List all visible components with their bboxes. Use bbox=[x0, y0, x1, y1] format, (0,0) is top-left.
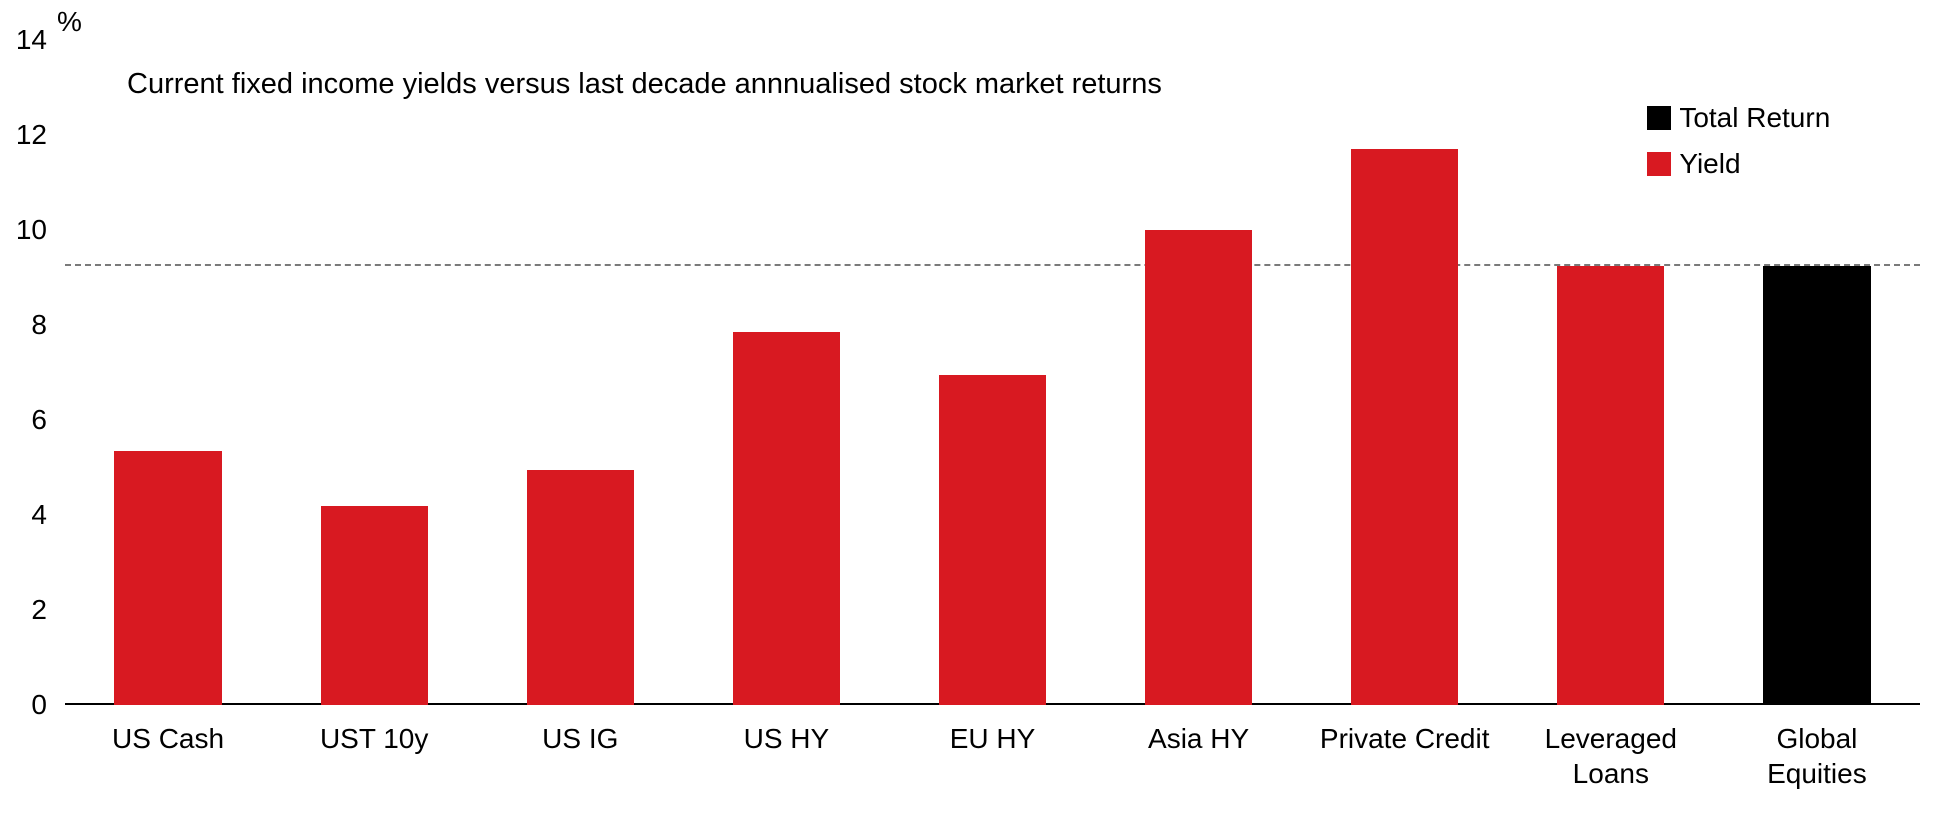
yield-vs-return-chart: % Current fixed income yields versus las… bbox=[0, 0, 1937, 822]
bars-container bbox=[65, 40, 1920, 705]
category-label: Asia HY bbox=[1096, 721, 1302, 756]
legend-swatch bbox=[1647, 152, 1671, 176]
bar bbox=[1763, 266, 1870, 705]
bar bbox=[939, 375, 1046, 705]
y-tick-label: 2 bbox=[31, 594, 47, 626]
bar bbox=[1557, 266, 1664, 705]
bar bbox=[1145, 230, 1252, 705]
category-label: US Cash bbox=[65, 721, 271, 756]
legend-swatch bbox=[1647, 106, 1671, 130]
bar bbox=[321, 506, 428, 706]
plot-area: % Current fixed income yields versus las… bbox=[65, 40, 1920, 705]
y-tick-label: 14 bbox=[16, 24, 47, 56]
bar bbox=[114, 451, 221, 705]
category-label: UST 10y bbox=[271, 721, 477, 756]
category-label: Global Equities bbox=[1714, 721, 1920, 791]
legend-label: Yield bbox=[1679, 148, 1740, 180]
y-tick-label: 12 bbox=[16, 119, 47, 151]
legend-label: Total Return bbox=[1679, 102, 1830, 134]
legend: Total Return Yield bbox=[1647, 102, 1830, 194]
bar bbox=[1351, 149, 1458, 705]
bar bbox=[527, 470, 634, 705]
category-label: US HY bbox=[683, 721, 889, 756]
bar bbox=[733, 332, 840, 705]
category-label: EU HY bbox=[889, 721, 1095, 756]
legend-item: Yield bbox=[1647, 148, 1830, 180]
category-label: Private Credit bbox=[1302, 721, 1508, 756]
y-tick-label: 10 bbox=[16, 214, 47, 246]
category-label: Leveraged Loans bbox=[1508, 721, 1714, 791]
legend-item: Total Return bbox=[1647, 102, 1830, 134]
y-tick-label: 6 bbox=[31, 404, 47, 436]
y-tick-label: 0 bbox=[31, 689, 47, 721]
y-tick-label: 8 bbox=[31, 309, 47, 341]
y-axis-unit: % bbox=[57, 6, 82, 38]
category-label: US IG bbox=[477, 721, 683, 756]
y-tick-label: 4 bbox=[31, 499, 47, 531]
